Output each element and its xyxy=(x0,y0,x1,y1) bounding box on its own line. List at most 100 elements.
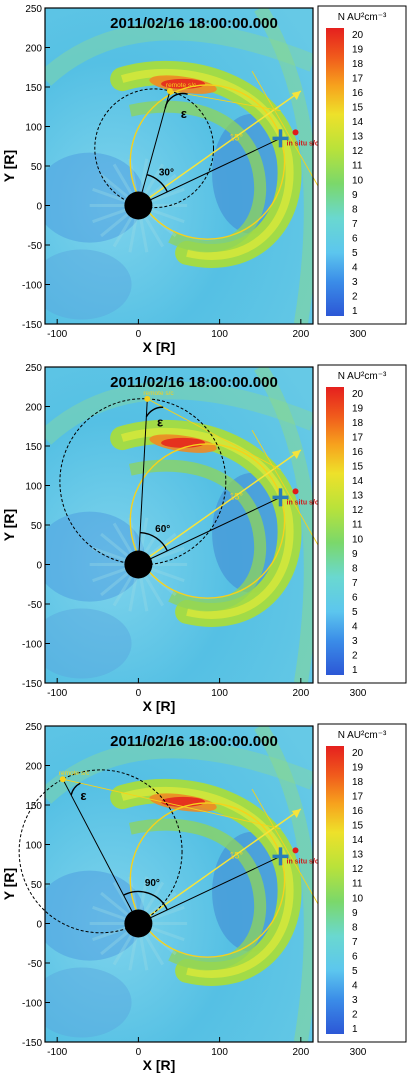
colorbar-tick: 17 xyxy=(352,433,364,444)
density-field xyxy=(45,8,313,324)
insitu-spacecraft xyxy=(292,847,299,854)
sun xyxy=(124,191,153,220)
colorbar-tick: 14 xyxy=(352,476,364,487)
sun xyxy=(124,909,153,938)
timestamp: 2011/02/16 18:00:00.000 xyxy=(110,374,278,391)
half-width-label: 15° xyxy=(229,851,243,861)
y-tick-label: -100 xyxy=(22,281,42,292)
colorbar-tick: 19 xyxy=(352,763,364,774)
insitu-spacecraft-label: in situ s/c xyxy=(287,858,319,865)
colorbar-tick: 9 xyxy=(352,908,358,919)
panel-svg: 60° ε remote s/c 15° in situ s/c 2011/02/16 1… xyxy=(1,363,407,714)
y-tick-label: -50 xyxy=(28,241,43,252)
cme-circle xyxy=(129,802,286,958)
colorbar-tick: 6 xyxy=(352,592,358,603)
colorbar-tick: 8 xyxy=(352,922,358,933)
colorbar-tick: 19 xyxy=(352,404,364,415)
x-tick-label: 200 xyxy=(292,688,309,699)
x-tick-label: 100 xyxy=(211,1047,228,1058)
y-tick-label: -150 xyxy=(22,679,42,690)
x-axis-label: X [R] xyxy=(143,339,176,355)
colorbar-tick: 5 xyxy=(352,966,358,977)
colorbar-tick: 6 xyxy=(352,233,358,244)
x-tick-label: 300 xyxy=(350,1047,367,1058)
y-tick-label: 0 xyxy=(36,202,42,213)
colorbar-tick: 14 xyxy=(352,117,364,128)
colorbar-tick: 13 xyxy=(352,132,364,143)
sun-remote-line xyxy=(137,90,171,206)
y-tick-label: 250 xyxy=(25,722,42,733)
colorbar-tick: 4 xyxy=(352,980,358,991)
colorbar-tick: 18 xyxy=(352,777,364,788)
colorbar-tick: 16 xyxy=(352,88,364,99)
colorbar xyxy=(326,28,344,316)
colorbar-tick: 11 xyxy=(352,879,363,890)
sun-remote-line xyxy=(137,398,148,565)
colorbar-tick: 10 xyxy=(352,893,364,904)
y-tick-label: 150 xyxy=(25,801,42,812)
panel-svg: 90° ε remote s/c 15° in situ s/c 2011/02/16 1… xyxy=(1,722,407,1073)
colorbar-tick: 2 xyxy=(352,650,358,661)
remote-spacecraft-label: remote s/c xyxy=(166,82,197,89)
half-width-label: 15° xyxy=(229,133,243,143)
y-tick-label: 200 xyxy=(25,762,42,773)
remote-spacecraft-label: remote s/c xyxy=(59,770,90,777)
y-tick-label: -100 xyxy=(22,999,42,1010)
x-tick-label: 0 xyxy=(136,688,142,699)
colorbar-tick: 13 xyxy=(352,491,364,502)
colorbar-tick: 16 xyxy=(352,447,364,458)
y-tick-label: -150 xyxy=(22,320,42,331)
y-tick-label: 150 xyxy=(25,442,42,453)
separation-angle-label: 30° xyxy=(159,168,174,179)
y-tick-label: 200 xyxy=(25,403,42,414)
density-field xyxy=(45,726,313,1042)
colorbar-tick: 1 xyxy=(352,1024,358,1035)
y-tick-label: 250 xyxy=(25,363,42,374)
separation-arc xyxy=(140,531,168,551)
colorbar-tick: 1 xyxy=(352,665,358,676)
panel-60: 60° ε remote s/c 15° in situ s/c 2011/02/16 1… xyxy=(0,359,410,715)
x-tick-label: -100 xyxy=(47,688,67,699)
y-tick-label: 250 xyxy=(25,4,42,15)
colorbar-tick: 4 xyxy=(352,262,358,273)
colorbar-tick: 12 xyxy=(352,505,364,516)
colorbar-tick: 17 xyxy=(352,74,364,85)
x-tick-label: 100 xyxy=(211,688,228,699)
colorbar-tick: 12 xyxy=(352,146,364,157)
x-tick-label: 100 xyxy=(211,329,228,340)
colorbar-tick: 16 xyxy=(352,806,364,817)
remote-spacecraft-label: remote s/c xyxy=(143,390,174,397)
colorbar-tick: 19 xyxy=(352,45,364,56)
panel-svg: 30° ε remote s/c 15° in situ s/c 2011/02/16 1… xyxy=(1,4,407,355)
colorbar-tick: 7 xyxy=(352,219,358,230)
cme-direction-arrow xyxy=(137,90,302,207)
thomson-sphere xyxy=(94,88,215,209)
y-axis-label: Y [R] xyxy=(1,150,17,182)
y-tick-label: 0 xyxy=(36,561,42,572)
colorbar-tick: 5 xyxy=(352,248,358,259)
x-tick-label: -100 xyxy=(47,1047,67,1058)
colorbar-tick: 7 xyxy=(352,937,358,948)
separation-arc xyxy=(146,173,168,192)
colorbar-tick: 4 xyxy=(352,621,358,632)
x-tick-label: -100 xyxy=(47,329,67,340)
colorbar-tick: 5 xyxy=(352,607,358,618)
geometry-overlay: 90° ε remote s/c 15° in situ s/c xyxy=(18,769,330,958)
y-tick-label: 50 xyxy=(31,162,43,173)
colorbar-tick: 1 xyxy=(352,306,358,317)
sun-insitu-line xyxy=(138,855,281,924)
geometry-overlay: 60° ε remote s/c 15° in situ s/c xyxy=(59,390,330,599)
x-tick-label: 0 xyxy=(136,1047,142,1058)
cme-direction-arrow xyxy=(137,808,302,925)
insitu-spacecraft-label: in situ s/c xyxy=(287,140,319,147)
y-tick-label: 150 xyxy=(25,83,42,94)
x-tick-label: 0 xyxy=(136,329,142,340)
colorbar-tick: 15 xyxy=(352,462,364,473)
panel-30: 30° ε remote s/c 15° in situ s/c 2011/02/16 1… xyxy=(0,0,410,356)
remote-spacecraft xyxy=(166,88,173,95)
y-tick-label: -100 xyxy=(22,640,42,651)
colorbar-tick: 2 xyxy=(352,1009,358,1020)
epsilon-arc xyxy=(164,92,188,109)
epsilon-label: ε xyxy=(80,788,86,803)
remote-spacecraft xyxy=(144,395,151,402)
